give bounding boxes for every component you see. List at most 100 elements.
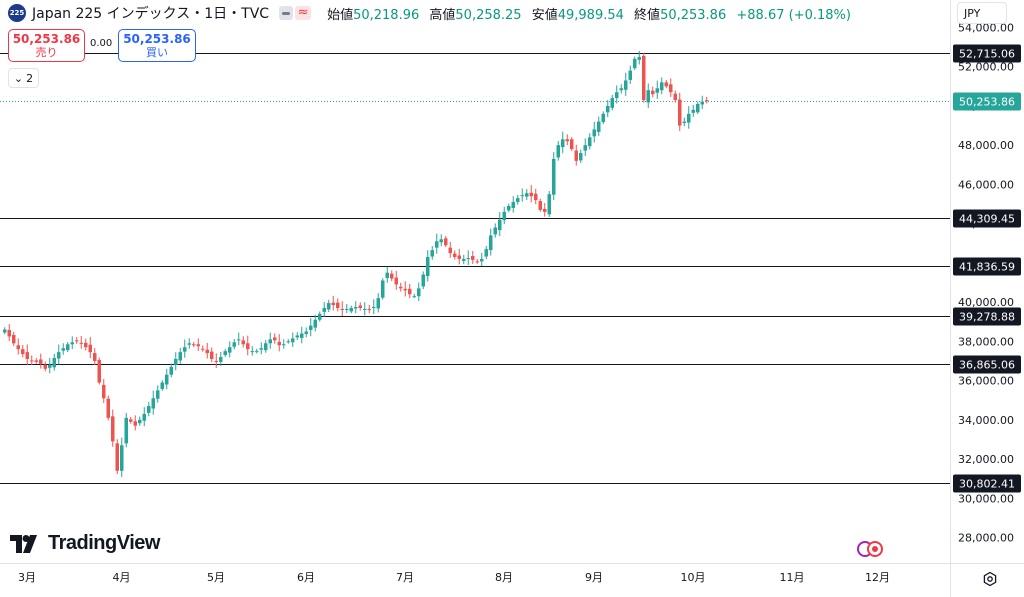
candle xyxy=(538,201,542,210)
ohlc-values: 始値50,218.96 高値50,258.25 安値49,989.54 終値50… xyxy=(321,4,851,23)
minus-icon[interactable] xyxy=(279,6,294,20)
level-label-2: 41,836.59 xyxy=(959,261,1015,274)
candle xyxy=(205,349,209,354)
candle xyxy=(507,205,511,211)
chevron-down-icon: ⌄ xyxy=(13,71,24,85)
candle xyxy=(669,84,673,93)
gear-icon[interactable] xyxy=(981,570,999,588)
candle xyxy=(408,288,412,295)
candle xyxy=(286,341,290,343)
candle xyxy=(156,390,160,399)
candle xyxy=(268,339,272,344)
indicators-collapse-button[interactable]: ⌄ 2 xyxy=(8,68,39,88)
currency-label[interactable]: JPY xyxy=(957,2,1007,24)
tradingview-logo[interactable]: TradingView xyxy=(10,532,160,555)
candle xyxy=(52,358,56,368)
candle xyxy=(34,360,38,362)
x-tick-label: 9月 xyxy=(585,571,603,584)
candle xyxy=(574,150,578,161)
candle xyxy=(525,193,529,197)
chart-header: 225 Japan 225 インデックス・1日・TVC ≈ 始値50,218.9… xyxy=(0,0,950,26)
candle xyxy=(115,443,119,471)
candle xyxy=(354,307,358,309)
candle xyxy=(363,308,367,310)
candle xyxy=(687,113,691,123)
candle xyxy=(345,308,349,310)
level-label-0: 52,715.06 xyxy=(959,48,1015,61)
y-tick-label: 30,000.00 xyxy=(958,492,1014,505)
candle xyxy=(480,258,484,262)
candle xyxy=(43,364,47,369)
tradingview-logo-icon xyxy=(10,534,37,553)
candle xyxy=(192,344,196,346)
candle xyxy=(403,288,407,291)
candle xyxy=(610,98,614,108)
open-label: 始値 xyxy=(327,7,354,23)
candle xyxy=(30,360,34,362)
candle xyxy=(700,101,704,105)
candle xyxy=(39,359,43,364)
candle xyxy=(295,335,299,338)
candle xyxy=(75,340,79,342)
candle xyxy=(552,158,556,195)
level-label-bg-2 xyxy=(953,257,1021,276)
candle xyxy=(142,413,146,421)
candle xyxy=(93,353,97,361)
level-label-4: 36,865.06 xyxy=(959,359,1015,372)
candle xyxy=(570,139,574,150)
candle xyxy=(556,145,560,158)
x-tick-label: 7月 xyxy=(396,571,414,584)
symbol-badge-icon[interactable]: 225 xyxy=(8,4,26,22)
candle xyxy=(88,344,92,353)
x-tick-label: 4月 xyxy=(113,571,131,584)
candle xyxy=(259,348,263,350)
level-label-bg-4 xyxy=(953,355,1021,374)
candle xyxy=(165,374,169,385)
candle xyxy=(682,121,686,124)
approx-icon[interactable]: ≈ xyxy=(295,6,312,20)
buy-button[interactable]: 50,253.86 買い xyxy=(118,29,196,62)
candle xyxy=(187,343,191,345)
candle xyxy=(448,247,452,254)
candle xyxy=(696,103,700,113)
candle xyxy=(358,305,362,308)
event-markers[interactable] xyxy=(857,541,883,557)
candle xyxy=(376,298,380,309)
candle xyxy=(655,88,659,93)
candle xyxy=(246,343,250,350)
candle xyxy=(133,421,137,426)
level-label-bg-0 xyxy=(953,44,1021,63)
candle xyxy=(97,359,101,383)
candle xyxy=(372,307,376,309)
close-label: 終値 xyxy=(634,7,661,23)
last-price-label: 50,253.86 xyxy=(959,96,1015,109)
candle xyxy=(61,348,65,351)
candle xyxy=(228,347,232,353)
y-tick-label: 40,000.00 xyxy=(958,296,1014,309)
earnings-marker-icon[interactable] xyxy=(867,541,883,557)
brand-name: TradingView xyxy=(48,532,160,554)
symbol-title[interactable]: Japan 225 インデックス・1日・TVC xyxy=(32,6,270,22)
candle xyxy=(214,360,218,362)
candle xyxy=(498,219,502,231)
candle xyxy=(565,139,569,142)
indicator-toggle[interactable]: ≈ xyxy=(279,6,312,20)
y-tick-label: 36,000.00 xyxy=(958,375,1014,388)
high-label: 高値 xyxy=(429,7,456,23)
candle xyxy=(691,109,695,113)
candle xyxy=(79,342,83,344)
candle xyxy=(327,303,331,310)
candle xyxy=(318,313,322,320)
candle xyxy=(394,277,398,285)
candle xyxy=(237,339,241,341)
sell-button[interactable]: 50,253.86 売り xyxy=(8,29,85,62)
candle xyxy=(417,288,421,297)
close-value: 50,253.86 xyxy=(660,7,727,23)
candle xyxy=(48,364,52,368)
candle xyxy=(606,105,610,113)
candle xyxy=(660,82,664,91)
candle xyxy=(282,344,286,346)
candle xyxy=(7,330,11,337)
candle xyxy=(129,419,133,422)
